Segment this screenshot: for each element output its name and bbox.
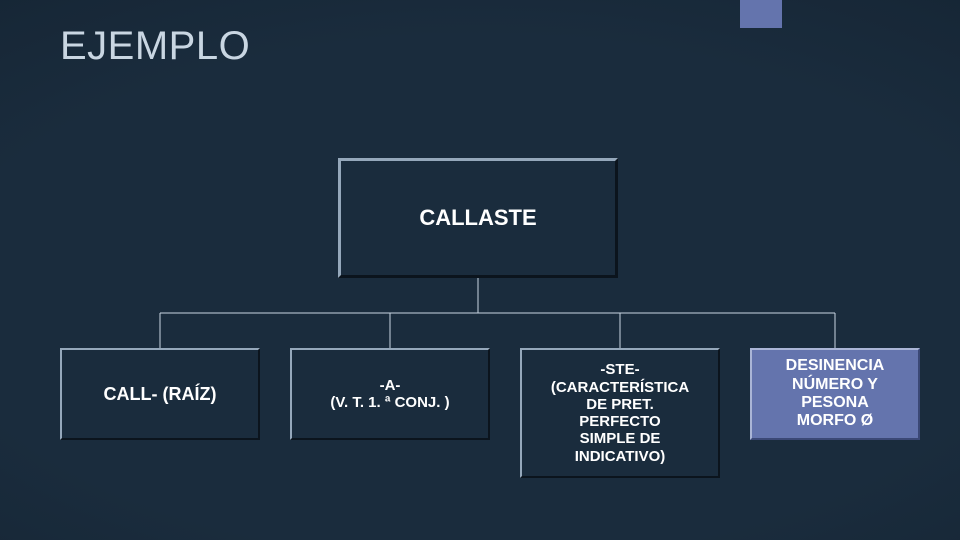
tree-child-node: DESINENCIA NÚMERO Y PESONA MORFO Ø	[750, 348, 920, 440]
tree-child-label: DESINENCIA NÚMERO Y PESONA MORFO Ø	[786, 357, 885, 431]
slide-title: EJEMPLO	[60, 24, 250, 69]
tree-child-node: -STE- (CARACTERÍSTICA DE PRET. PERFECTO …	[520, 348, 720, 478]
tree-child-node: CALL- (RAÍZ)	[60, 348, 260, 440]
accent-bar	[740, 0, 782, 28]
tree-child-label: -A- (V. T. 1. ª CONJ. )	[330, 377, 449, 412]
tree-child-node: -A- (V. T. 1. ª CONJ. )	[290, 348, 490, 440]
tree-child-label: CALL- (RAÍZ)	[104, 384, 217, 405]
tree-root-node: CALLASTE	[338, 158, 618, 278]
tree-child-label: -STE- (CARACTERÍSTICA DE PRET. PERFECTO …	[551, 361, 689, 465]
tree-root-label: CALLASTE	[419, 205, 536, 230]
